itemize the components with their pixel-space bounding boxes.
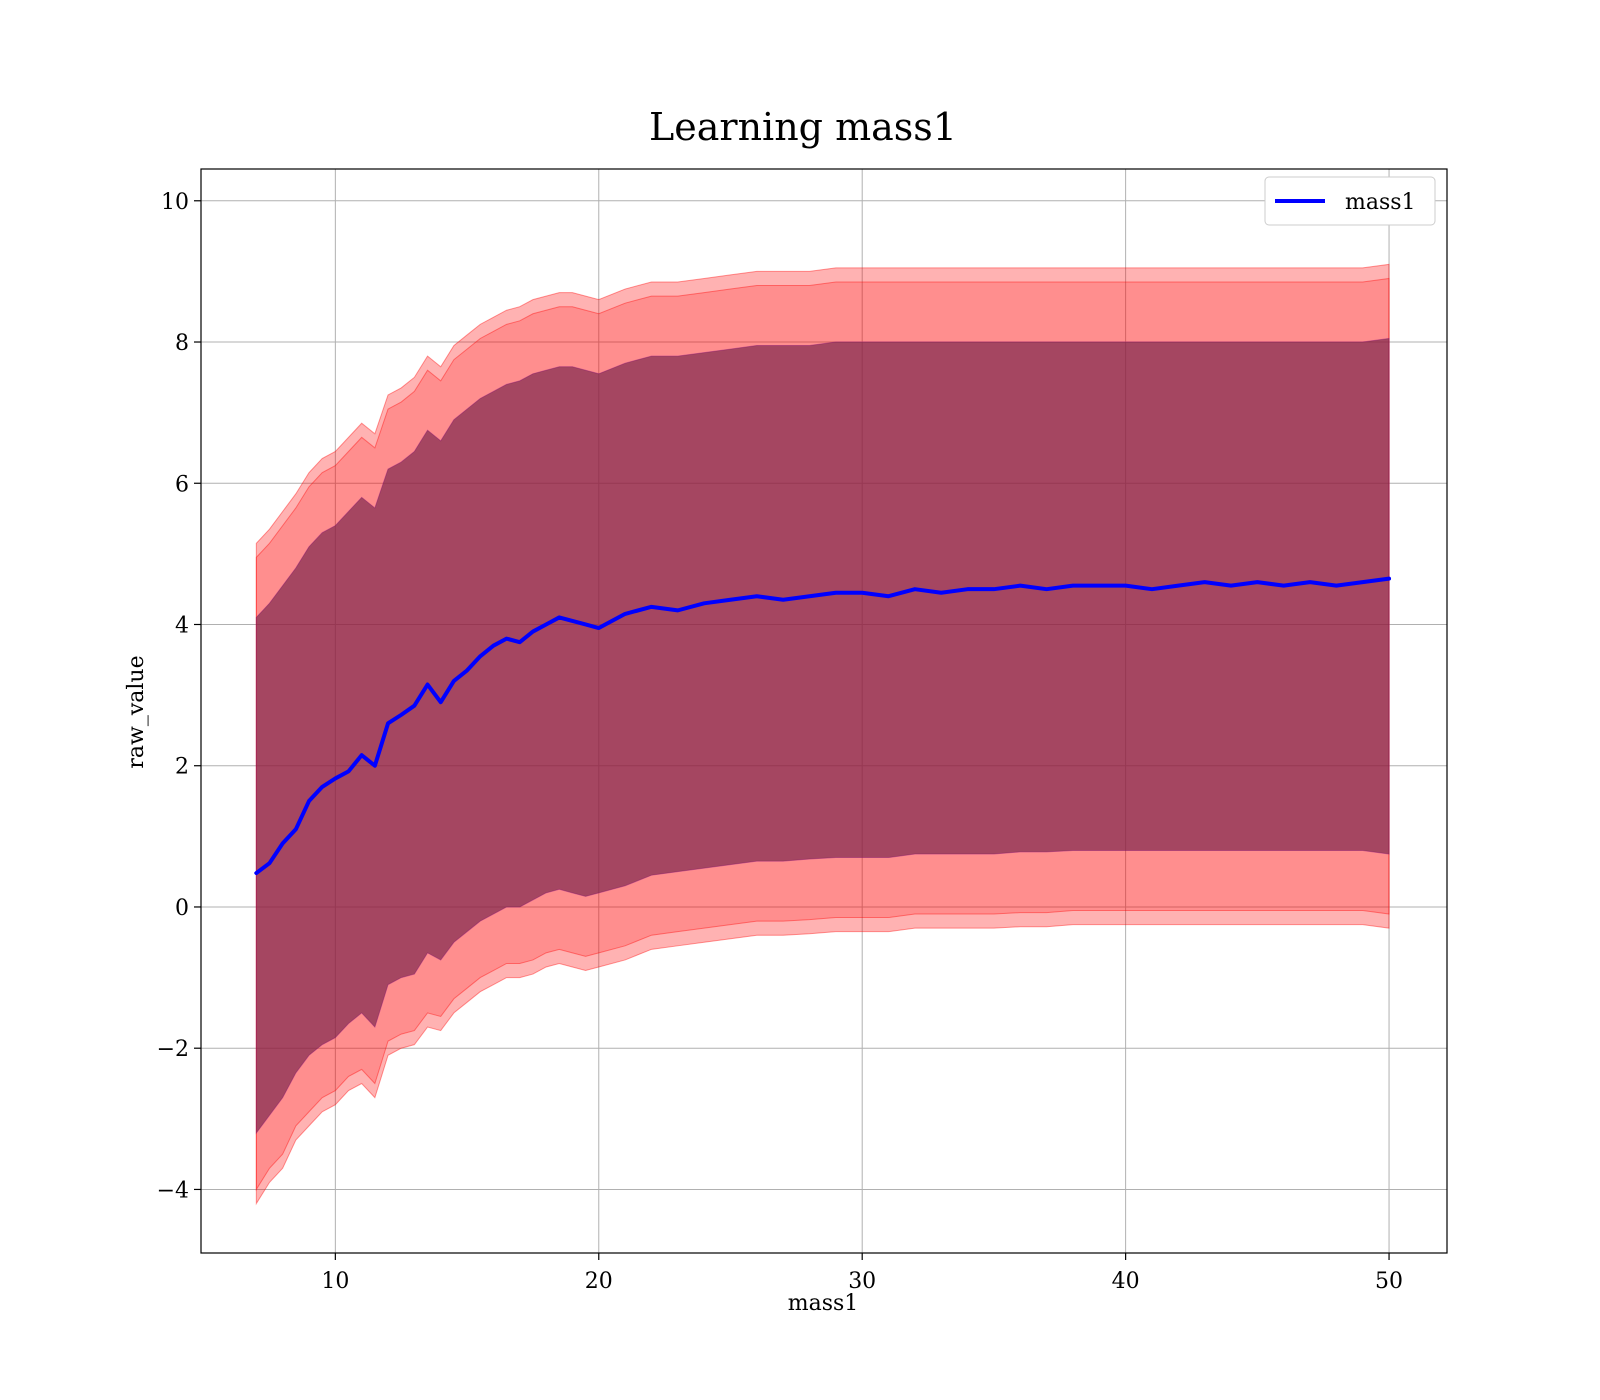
legend-box xyxy=(1264,176,1436,226)
legend-entry: mass1 xyxy=(1345,190,1416,215)
x-axis-ticks: 10 20 30 40 50 xyxy=(321,1253,1403,1294)
y-tick-label: 2 xyxy=(175,755,189,780)
series-lines xyxy=(254,576,1392,876)
y-tick-label: 0 xyxy=(175,896,189,921)
x-tick-label: 40 xyxy=(1112,1269,1140,1294)
x-axis-label: mass1 xyxy=(788,1291,859,1316)
chart-title: Learning mass1 xyxy=(649,105,957,149)
legend: mass1 xyxy=(1264,176,1436,226)
band-core-overlay xyxy=(256,338,1390,1133)
uncertainty-bands xyxy=(255,263,1390,1206)
x-tick-label: 30 xyxy=(848,1269,876,1294)
y-tick-label: 6 xyxy=(175,472,189,497)
series-line-0 xyxy=(254,576,1392,876)
plot-frame xyxy=(200,168,1448,1254)
x-tick-label: 20 xyxy=(585,1269,613,1294)
y-axis-label: raw_value xyxy=(124,655,149,768)
x-tick-label: 10 xyxy=(321,1269,349,1294)
y-tick-label: −2 xyxy=(157,1037,189,1062)
y-tick-label: −4 xyxy=(157,1178,189,1203)
y-axis-ticks: −4 −2 0 2 4 6 8 10 xyxy=(157,190,201,1203)
x-tick-label: 50 xyxy=(1375,1269,1403,1294)
y-tick-label: 4 xyxy=(175,613,189,638)
y-tick-label: 8 xyxy=(175,331,189,356)
y-tick-label: 10 xyxy=(161,190,189,215)
